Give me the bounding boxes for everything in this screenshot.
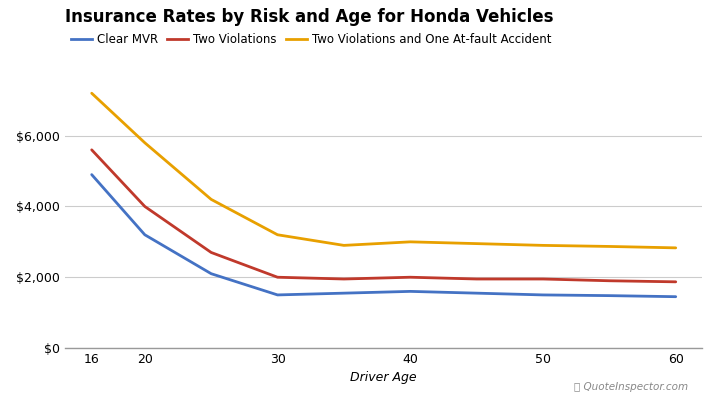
Clear MVR bbox=[140, 232, 149, 237]
Two Violations bbox=[539, 277, 547, 282]
Two Violations bbox=[406, 275, 415, 280]
Clear MVR bbox=[207, 271, 216, 276]
Clear MVR bbox=[406, 289, 415, 294]
Clear MVR bbox=[539, 292, 547, 297]
Two Violations bbox=[140, 204, 149, 209]
Two Violations and One At-fault Accident bbox=[207, 197, 216, 202]
Clear MVR bbox=[273, 292, 282, 297]
Line: Two Violations and One At-fault Accident: Two Violations and One At-fault Accident bbox=[92, 93, 675, 248]
Two Violations bbox=[207, 250, 216, 255]
Two Violations bbox=[88, 148, 96, 152]
Clear MVR bbox=[88, 172, 96, 177]
Two Violations bbox=[472, 277, 481, 282]
X-axis label: Driver Age: Driver Age bbox=[350, 372, 417, 384]
Line: Two Violations: Two Violations bbox=[92, 150, 675, 282]
Two Violations and One At-fault Accident bbox=[88, 91, 96, 96]
Clear MVR bbox=[605, 293, 614, 298]
Two Violations and One At-fault Accident bbox=[140, 140, 149, 145]
Two Violations bbox=[340, 277, 348, 282]
Two Violations and One At-fault Accident bbox=[472, 241, 481, 246]
Two Violations bbox=[605, 278, 614, 283]
Line: Clear MVR: Clear MVR bbox=[92, 175, 675, 297]
Two Violations and One At-fault Accident bbox=[671, 246, 680, 250]
Clear MVR bbox=[472, 291, 481, 296]
Text: Ⓢ QuoteInspector.com: Ⓢ QuoteInspector.com bbox=[573, 382, 688, 392]
Two Violations and One At-fault Accident bbox=[605, 244, 614, 249]
Two Violations and One At-fault Accident bbox=[406, 240, 415, 244]
Two Violations bbox=[273, 275, 282, 280]
Legend: Clear MVR, Two Violations, Two Violations and One At-fault Accident: Clear MVR, Two Violations, Two Violation… bbox=[66, 28, 556, 51]
Clear MVR bbox=[340, 291, 348, 296]
Two Violations and One At-fault Accident bbox=[539, 243, 547, 248]
Text: Insurance Rates by Risk and Age for Honda Vehicles: Insurance Rates by Risk and Age for Hond… bbox=[65, 8, 554, 26]
Two Violations and One At-fault Accident bbox=[340, 243, 348, 248]
Two Violations and One At-fault Accident bbox=[273, 232, 282, 237]
Clear MVR bbox=[671, 294, 680, 299]
Two Violations bbox=[671, 280, 680, 284]
